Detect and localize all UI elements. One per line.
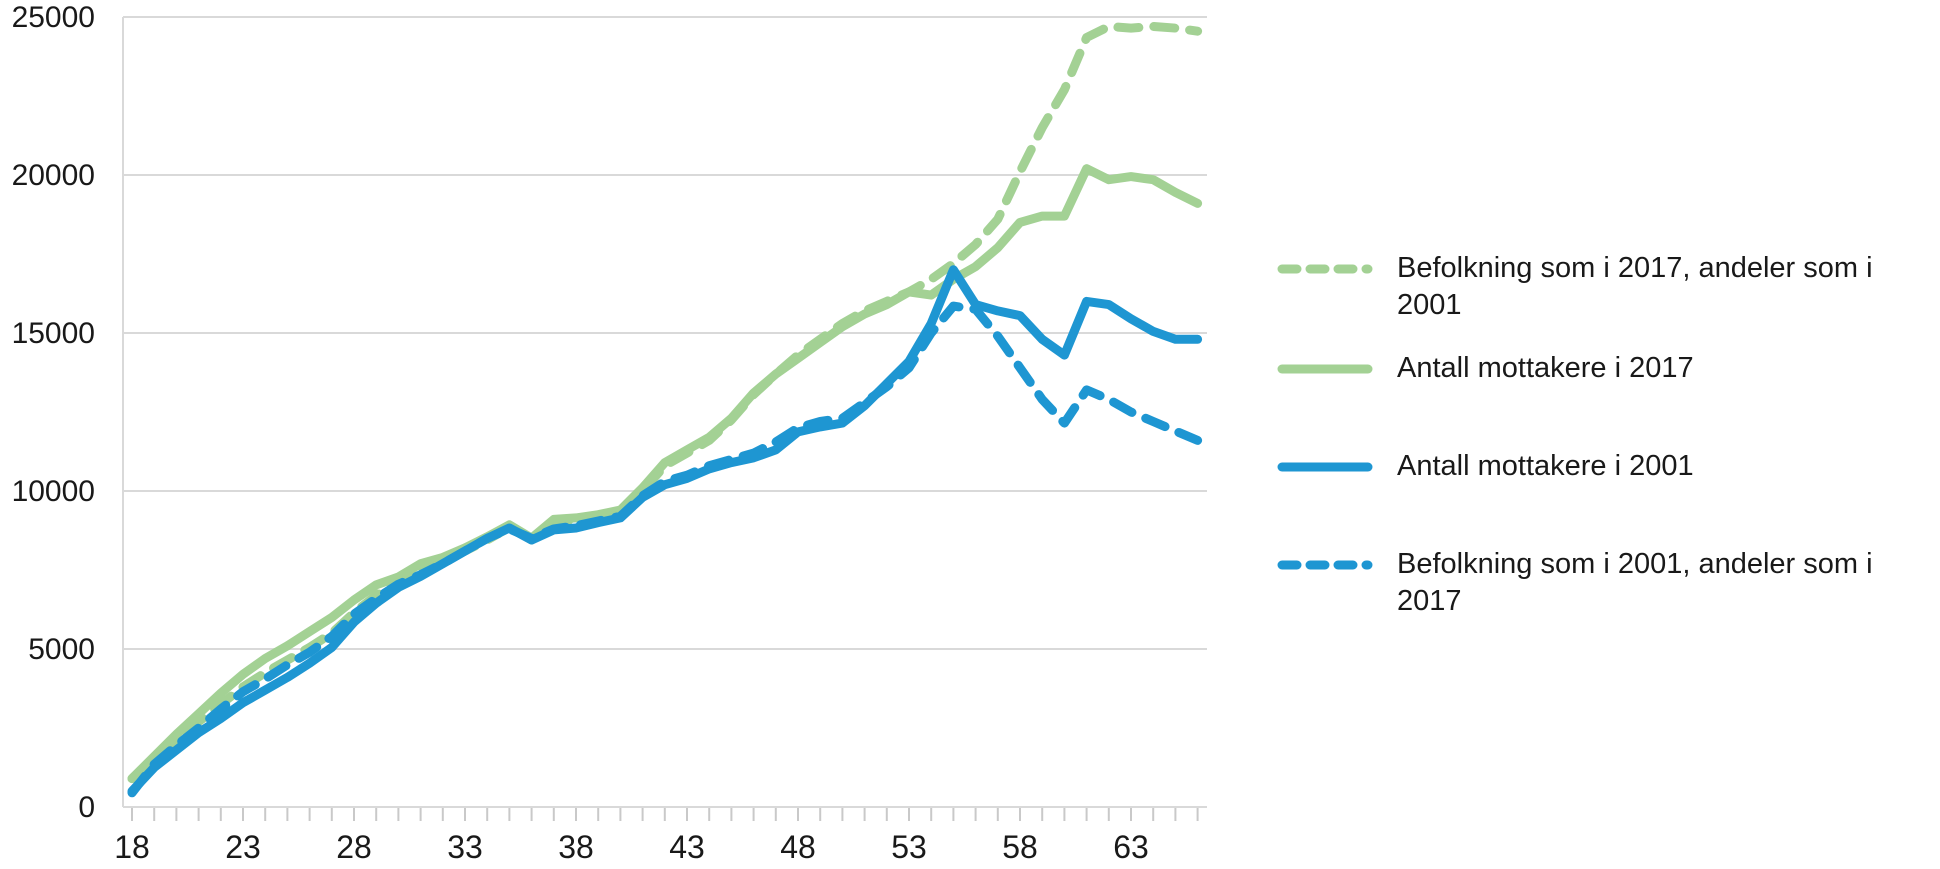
x-axis-label-38: 38 <box>558 829 594 865</box>
x-axis-label-48: 48 <box>780 829 816 865</box>
x-axis-label-23: 23 <box>225 829 261 865</box>
x-axis-label-63: 63 <box>1113 829 1149 865</box>
y-axis-label-5000: 5000 <box>28 633 95 666</box>
legend-swatch-green-solid-icon <box>1277 364 1373 374</box>
series-antall-mottakere-i-2017 <box>127 164 1203 784</box>
x-axis-label-53: 53 <box>891 829 927 865</box>
y-axis-label-0: 0 <box>78 791 95 824</box>
legend-swatch-blue-dashed-icon <box>1277 560 1373 570</box>
y-axis-label-25000: 25000 <box>12 1 95 34</box>
legend-item-antall-2017: Antall mottakere i 2017 <box>1277 350 1912 387</box>
legend-item-befolkning-2001: Befolkning som i 2001, andeler som i 201… <box>1277 546 1912 620</box>
x-axis-label-33: 33 <box>447 829 483 865</box>
legend-item-befolkning-2017: Befolkning som i 2017, andeler som i 200… <box>1277 250 1912 324</box>
legend-label: Befolkning som i 2001, andeler som i 201… <box>1397 548 1873 617</box>
series-antall-mottakere-i-2001 <box>127 265 1203 796</box>
series-befolkning-som-i-2017-andeler-som-i-2001 <box>127 22 1203 784</box>
legend-label: Befolkning som i 2017, andeler som i 200… <box>1397 252 1873 321</box>
y-axis-label-15000: 15000 <box>12 317 95 350</box>
y-axis-label-20000: 20000 <box>12 159 95 192</box>
x-axis-label-18: 18 <box>114 829 150 865</box>
legend-item-antall-2001: Antall mottakere i 2001 <box>1277 448 1912 485</box>
x-axis-label-43: 43 <box>669 829 705 865</box>
y-axis-label-10000: 10000 <box>12 475 95 508</box>
legend-swatch-blue-solid-icon <box>1277 462 1373 472</box>
legend-label: Antall mottakere i 2017 <box>1397 352 1694 384</box>
series-befolkning-som-i-2001-andeler-som-i-2017 <box>127 301 1203 798</box>
x-axis-label-58: 58 <box>1002 829 1038 865</box>
legend-swatch-green-dashed-icon <box>1277 264 1373 274</box>
legend-label: Antall mottakere i 2001 <box>1397 450 1694 482</box>
x-axis-label-28: 28 <box>336 829 372 865</box>
